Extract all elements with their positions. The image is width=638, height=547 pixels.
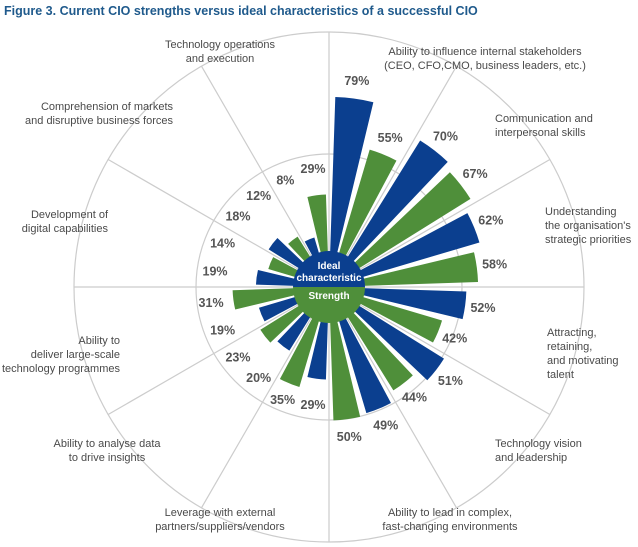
hub-bottom bbox=[293, 287, 365, 323]
strength-value-1: 55% bbox=[378, 131, 403, 145]
grid-spoke bbox=[200, 65, 330, 288]
category-label-11: Comprehension of markets and disruptive b… bbox=[25, 101, 173, 127]
grid-spoke bbox=[107, 286, 330, 416]
strength-value-3: 58% bbox=[482, 258, 507, 272]
ideal-value-10: 19% bbox=[203, 265, 228, 279]
category-label-6: Ability to lead in complex, fast-changing… bbox=[382, 507, 518, 533]
strength-bar-2 bbox=[350, 172, 471, 272]
ideal-value-12: 8% bbox=[276, 174, 294, 188]
ideal-value-5: 51% bbox=[438, 374, 463, 388]
strength-value-11: 12% bbox=[246, 189, 271, 203]
ideal-bar-8 bbox=[277, 308, 314, 351]
ideal-value-6: 49% bbox=[373, 418, 398, 432]
strength-value-12: 29% bbox=[301, 162, 326, 176]
category-labels: Ability to influence internal stakeholde… bbox=[2, 39, 632, 533]
category-label-9: Ability to deliver large-scale technology … bbox=[2, 335, 121, 375]
ideal-bar-3 bbox=[355, 213, 480, 279]
category-label-7: Leverage with external partners/suppliers… bbox=[155, 507, 285, 533]
strength-bar-6 bbox=[329, 316, 361, 421]
strength-bar-9 bbox=[232, 287, 300, 310]
ideal-value-1: 79% bbox=[344, 74, 369, 88]
value-labels: 79% 55% 70% 67% 62% 58% 52% 42% 51% 44% 49% 50% 29% 3… bbox=[199, 74, 508, 444]
strength-value-2: 67% bbox=[463, 167, 488, 181]
ideal-value-7: 29% bbox=[301, 398, 326, 412]
ideal-bar-1 bbox=[329, 97, 374, 258]
strength-bar-7 bbox=[279, 313, 321, 387]
ideal-bar-11 bbox=[268, 238, 308, 272]
strength-value-10: 14% bbox=[210, 236, 235, 250]
strength-bar-4 bbox=[355, 295, 443, 343]
ideal-value-8: 20% bbox=[246, 371, 271, 385]
ideal-value-3: 62% bbox=[478, 214, 503, 228]
category-label-1: Ability to influence internal stakeholde… bbox=[384, 46, 586, 72]
strength-bar-8 bbox=[260, 302, 308, 343]
ideal-bar-5 bbox=[350, 302, 444, 381]
strength-value-6: 50% bbox=[337, 430, 362, 444]
strength-value-9: 31% bbox=[199, 296, 224, 310]
ideal-value-2: 70% bbox=[433, 129, 458, 143]
chart-grid bbox=[73, 31, 585, 543]
grid-spoke bbox=[328, 65, 458, 288]
strength-bar-5 bbox=[344, 308, 413, 391]
grid-spoke bbox=[200, 286, 330, 509]
category-label-8: Ability to analyse data to drive insights bbox=[53, 438, 161, 464]
strength-value-7: 35% bbox=[270, 393, 295, 407]
ideal-bar-9 bbox=[258, 295, 303, 322]
strength-bar-3 bbox=[358, 252, 479, 287]
ideal-bar-10 bbox=[255, 269, 300, 287]
grid-spoke bbox=[107, 158, 330, 288]
category-label-3: Understanding the organisation's strategic… bbox=[545, 206, 632, 246]
strength-value-4: 42% bbox=[442, 332, 467, 346]
legend-strength: Strength bbox=[308, 291, 349, 302]
category-label-12: Technology operations and execution bbox=[165, 39, 276, 65]
ideal-value-11: 18% bbox=[225, 210, 250, 224]
strength-bar-10 bbox=[268, 257, 303, 279]
ideal-value-9: 19% bbox=[210, 324, 235, 338]
grid-spoke bbox=[328, 286, 551, 416]
legend-ideal-line2: characteristic bbox=[296, 273, 361, 284]
grid-spoke bbox=[328, 158, 551, 288]
ideal-bar-7 bbox=[307, 316, 329, 380]
strength-value-5: 44% bbox=[402, 391, 427, 405]
category-label-2: Communication and interpersonal skills bbox=[495, 113, 593, 139]
category-label-5: Technology vision and leadership bbox=[495, 438, 582, 464]
category-label-10: Development of digital capabilities bbox=[22, 209, 109, 235]
ideal-bar-6 bbox=[337, 313, 391, 414]
grid-spoke bbox=[328, 286, 458, 509]
figure-title: Figure 3. Current CIO strengths versus i… bbox=[4, 4, 478, 18]
legend-ideal-line1: Ideal bbox=[318, 261, 341, 272]
strength-bar-12 bbox=[307, 194, 329, 258]
strength-value-8: 23% bbox=[225, 350, 250, 364]
ideal-value-4: 52% bbox=[470, 301, 495, 315]
category-label-4: Attracting, retaining, and motivating talen… bbox=[547, 327, 619, 381]
hub-top bbox=[293, 251, 365, 287]
ideal-bar-2 bbox=[344, 140, 448, 266]
chart-bars bbox=[232, 97, 480, 421]
ideal-bar-4 bbox=[358, 287, 467, 320]
strength-bar-11 bbox=[288, 236, 314, 266]
strength-bar-1 bbox=[337, 149, 397, 261]
